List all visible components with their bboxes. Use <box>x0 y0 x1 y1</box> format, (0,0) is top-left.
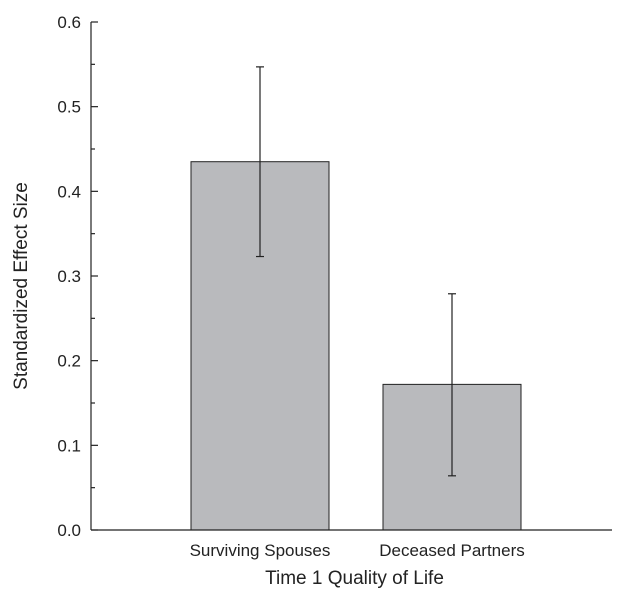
y-tick-label: 0.0 <box>57 521 81 540</box>
error-bars-group <box>256 66 456 477</box>
y-axis: 0.0 0.1 0.2 0.3 0.4 0.5 0.6 <box>57 13 98 540</box>
y-tick-label: 0.5 <box>57 98 81 117</box>
x-category-label: Surviving Spouses <box>190 541 331 560</box>
y-axis-title: Standardized Effect Size <box>11 182 32 390</box>
bars-group <box>190 161 522 531</box>
y-tick-label: 0.4 <box>57 182 81 201</box>
x-category-label: Deceased Partners <box>379 541 525 560</box>
y-tick-label: 0.1 <box>57 436 81 455</box>
y-tick-label: 0.6 <box>57 13 81 32</box>
x-axis-categories: Surviving Spouses Deceased Partners <box>190 541 525 560</box>
x-axis-title: Time 1 Quality of Life <box>265 568 444 589</box>
y-tick-label: 0.2 <box>57 352 81 371</box>
y-tick-label: 0.3 <box>57 267 81 286</box>
